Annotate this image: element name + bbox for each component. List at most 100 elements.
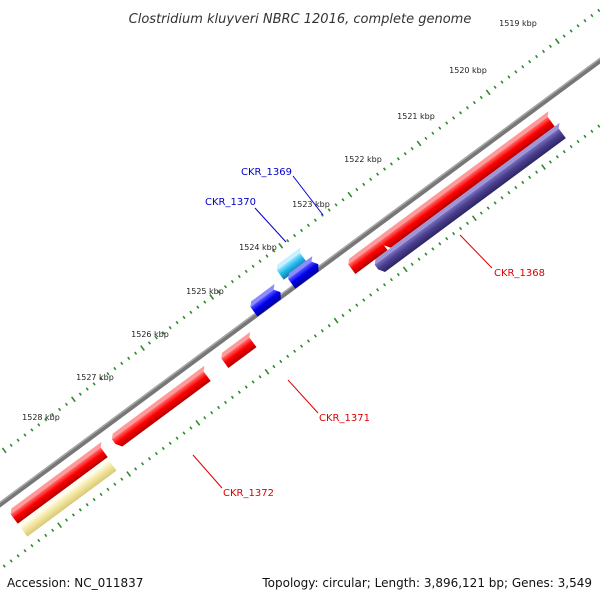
minor-tick — [569, 144, 573, 149]
minor-tick — [168, 441, 172, 446]
leader-line-ckr-1371 — [287, 379, 319, 414]
minor-tick — [120, 361, 124, 366]
minor-tick — [313, 334, 317, 338]
gene-label-ckr-1370[interactable]: CKR_1370 — [205, 197, 256, 208]
minor-tick — [452, 231, 456, 236]
minor-tick — [113, 482, 117, 486]
kbp-label: 1527 kbp — [76, 373, 114, 382]
gene-ckr-1371[interactable] — [219, 331, 260, 368]
minor-tick — [2, 564, 6, 568]
minor-tick — [479, 95, 483, 100]
minor-tick — [23, 549, 27, 553]
major-tick — [209, 294, 215, 300]
minor-tick — [272, 364, 276, 369]
minor-tick — [486, 206, 490, 210]
minor-tick — [141, 462, 145, 466]
gene-ckr-1368-reverse[interactable] — [372, 122, 569, 274]
gene-forward-segment-b[interactable] — [346, 234, 391, 274]
major-tick — [126, 471, 132, 477]
minor-tick — [30, 543, 34, 548]
minor-tick — [44, 533, 48, 538]
minor-tick — [424, 136, 428, 141]
minor-tick — [293, 233, 297, 238]
gene-label-ckr-1369[interactable]: CKR_1369 — [241, 167, 292, 178]
minor-tick — [44, 418, 48, 422]
gene-ckr-1370-right[interactable] — [286, 256, 322, 289]
minor-tick — [237, 390, 241, 394]
minor-tick — [189, 310, 193, 314]
minor-tick — [320, 329, 324, 333]
minor-tick — [493, 85, 497, 89]
minor-tick — [147, 341, 151, 345]
minor-tick — [161, 331, 165, 335]
minor-tick — [78, 508, 82, 512]
minor-tick — [85, 503, 89, 507]
minor-tick — [16, 554, 20, 558]
minor-tick — [348, 308, 352, 313]
minor-tick — [286, 238, 290, 243]
gene-label-ckr-1372[interactable]: CKR_1372 — [223, 488, 274, 499]
major-tick — [264, 368, 270, 375]
gene-label-ckr-1368[interactable]: CKR_1368 — [494, 268, 545, 279]
minor-tick — [203, 416, 207, 420]
minor-tick — [424, 252, 428, 256]
minor-tick — [313, 218, 317, 222]
minor-tick — [175, 320, 179, 325]
minor-tick — [106, 487, 110, 492]
leader-line-ckr-1372 — [192, 454, 223, 489]
scale-ticks-inner — [2, 124, 600, 568]
minor-tick — [217, 405, 221, 410]
kbp-label: 1524 kbp — [239, 243, 277, 252]
minor-tick — [300, 344, 304, 348]
minor-tick — [438, 242, 442, 246]
gene-ckr-1372[interactable] — [110, 365, 214, 449]
minor-tick — [369, 177, 373, 181]
major-tick — [402, 266, 408, 273]
gene-label-ckr-1371[interactable]: CKR_1371 — [319, 413, 370, 424]
minor-tick — [389, 277, 393, 282]
minor-tick — [327, 323, 331, 328]
minor-tick — [23, 433, 27, 437]
minor-tick — [376, 288, 380, 292]
minor-tick — [362, 298, 366, 302]
minor-tick — [99, 377, 103, 381]
minor-tick — [154, 451, 158, 456]
minor-tick — [306, 223, 310, 228]
gene-ckr-1369[interactable] — [274, 247, 310, 280]
kbp-label: 1521 kbp — [397, 112, 435, 121]
major-tick — [471, 215, 477, 222]
minor-tick — [127, 356, 131, 361]
kbp-label: 1528 kbp — [22, 413, 60, 422]
minor-tick — [99, 492, 103, 497]
minor-tick — [576, 24, 580, 28]
minor-tick — [71, 513, 75, 517]
minor-tick — [555, 155, 559, 159]
minor-tick — [30, 428, 34, 432]
kbp-label: 1523 kbp — [292, 200, 330, 209]
minor-tick — [293, 349, 297, 353]
scale-labels: 1519 kbp 1520 kbp 1521 kbp 1522 kbp 1523… — [22, 19, 537, 422]
leader-line-ckr-1369 — [292, 175, 324, 216]
scale-ticks-outer — [1, 8, 600, 454]
minor-tick — [210, 410, 214, 415]
gene-ckr-1370-left[interactable] — [248, 284, 284, 317]
minor-tick — [58, 407, 62, 412]
kbp-label: 1526 kbp — [131, 330, 169, 339]
minor-tick — [286, 354, 290, 359]
minor-tick — [548, 160, 552, 164]
minor-tick — [576, 139, 580, 144]
minor-tick — [203, 300, 207, 304]
minor-tick — [182, 431, 186, 435]
minor-tick — [279, 359, 283, 364]
minor-tick — [341, 313, 345, 318]
gene-forward-left-edge[interactable] — [8, 441, 111, 524]
minor-tick — [583, 19, 587, 23]
minor-tick — [528, 59, 532, 64]
gene-ckr-1368-forward[interactable] — [378, 111, 558, 250]
gene-pale-left-edge[interactable] — [18, 455, 120, 537]
minor-tick — [161, 446, 165, 451]
major-tick — [485, 89, 491, 96]
minor-tick — [341, 198, 345, 202]
minor-tick — [334, 203, 338, 207]
minor-tick — [64, 402, 69, 407]
